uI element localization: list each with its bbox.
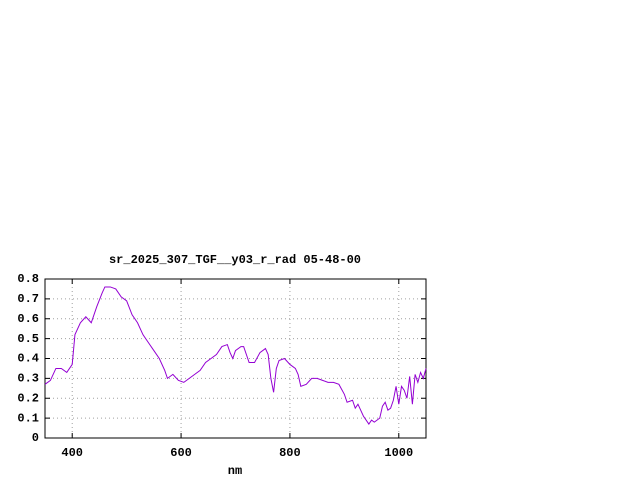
x-tick-label: 400 — [61, 446, 83, 460]
y-tick-label: 0.7 — [17, 292, 39, 306]
y-tick-label: 0.8 — [17, 272, 39, 286]
x-tick-label: 600 — [170, 446, 192, 460]
x-tick-label: 800 — [279, 446, 301, 460]
y-tick-label: 0 — [32, 431, 39, 445]
y-tick-label: 0.6 — [17, 312, 39, 326]
y-tick-label: 0.5 — [17, 332, 39, 346]
x-axis-label: nm — [228, 464, 242, 478]
data-line — [44, 286, 427, 425]
y-tick-label: 0.2 — [17, 391, 39, 405]
y-tick-label: 0.3 — [17, 372, 39, 386]
y-tick-label: 0.1 — [17, 411, 39, 425]
chart-title: sr_2025_307_TGF__y03_r_rad 05-48-00 — [109, 253, 361, 267]
y-tick-label: 0.4 — [17, 352, 39, 366]
plot-frame — [44, 278, 427, 439]
x-tick-label: 1000 — [384, 446, 413, 460]
